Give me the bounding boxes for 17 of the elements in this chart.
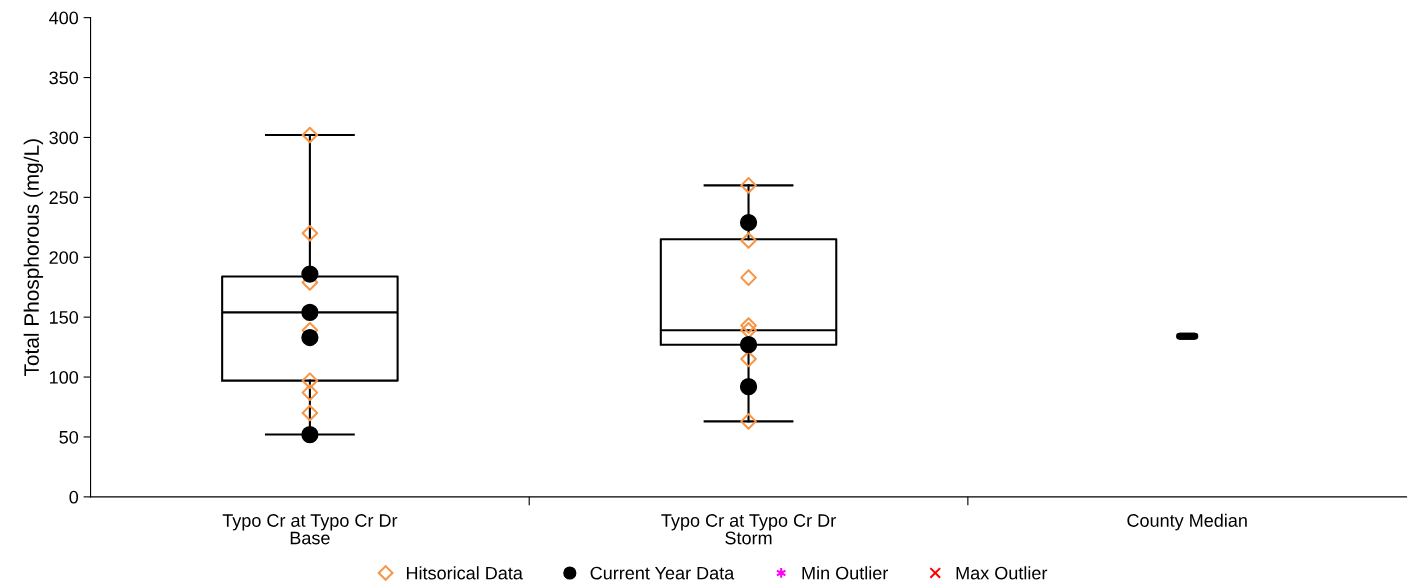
y-tick-label: 150	[50, 311, 79, 324]
y-tick-label: 250	[49, 191, 79, 205]
y-tick-label: 200	[49, 251, 79, 264]
x-tick-label: County Median	[1127, 513, 1247, 531]
y-axis-title: Total Phosphorous (mg/L)	[23, 139, 44, 377]
x-tick-label: Typo Cr at Typo Cr Dr Storm	[661, 514, 836, 545]
y-tick-label: 300	[49, 131, 79, 145]
y-tick-label: 100	[50, 370, 79, 384]
legend-label: Max Outlier	[956, 566, 1048, 580]
x-tick-label: Typo Cr at Typo Cr Dr Base	[222, 514, 398, 545]
y-tick-label: 350	[49, 71, 79, 85]
legend-label: Hitsorical Data	[406, 566, 523, 580]
y-tick-label: 0	[69, 490, 79, 504]
legend-label: Current Year Data	[590, 566, 735, 580]
legend-label: Min Outlier	[802, 566, 889, 580]
y-tick-label: 50	[59, 430, 79, 444]
y-tick-label: 400	[49, 11, 79, 25]
